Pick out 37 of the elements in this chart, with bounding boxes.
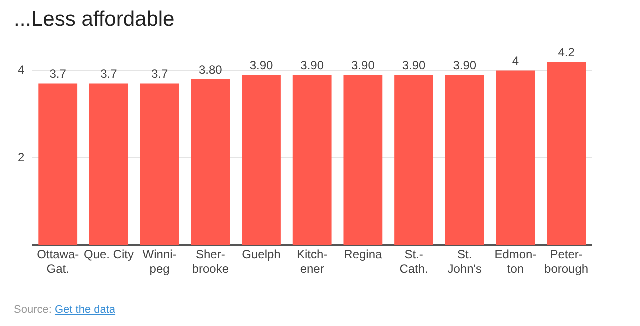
data-label: 4 (512, 54, 520, 68)
bar (292, 75, 332, 246)
data-label: 3.80 (198, 62, 223, 77)
bar (547, 62, 586, 246)
data-label: 3.7 (50, 67, 67, 82)
data-label: 3.7 (100, 67, 118, 82)
bar (242, 75, 281, 246)
bar (496, 70, 536, 246)
data-label: 3.90 (250, 58, 274, 72)
data-label: 3.7 (151, 67, 168, 82)
data-label: 3.90 (300, 58, 324, 72)
x-tick-label: St. John's (448, 248, 482, 276)
x-tick-label: Winni- peg (142, 248, 177, 276)
bar (394, 75, 434, 246)
data-label: 3.90 (402, 58, 426, 72)
bar (140, 84, 180, 246)
text: Get the data (54, 304, 116, 316)
data-label: 3.90 (453, 58, 477, 72)
y-tick-label: 2 (18, 150, 25, 164)
x-tick-label: St.- Cath. (400, 248, 428, 276)
x-tick-label: Ottawa- Gat. (37, 248, 80, 276)
x-tick-label: Que. City (84, 248, 134, 262)
source-note: Source: (14, 304, 52, 316)
x-tick-label: Guelph (242, 248, 281, 262)
bar (38, 84, 78, 246)
x-tick-label: Regina (344, 248, 383, 262)
bar (344, 75, 383, 246)
bar (89, 84, 128, 246)
x-tick-label: Kitch- ener (296, 248, 328, 276)
x-tick-label: Sher- brooke (192, 248, 230, 276)
bar (445, 75, 484, 246)
chart-title: ...Less affordable (14, 8, 175, 32)
bar (191, 79, 230, 246)
x-tick-label: Peter- borough (544, 248, 589, 276)
data-label: 4.2 (558, 45, 576, 60)
data-label: 3.90 (352, 58, 376, 72)
x-tick-label: Edmon- ton (494, 248, 537, 276)
